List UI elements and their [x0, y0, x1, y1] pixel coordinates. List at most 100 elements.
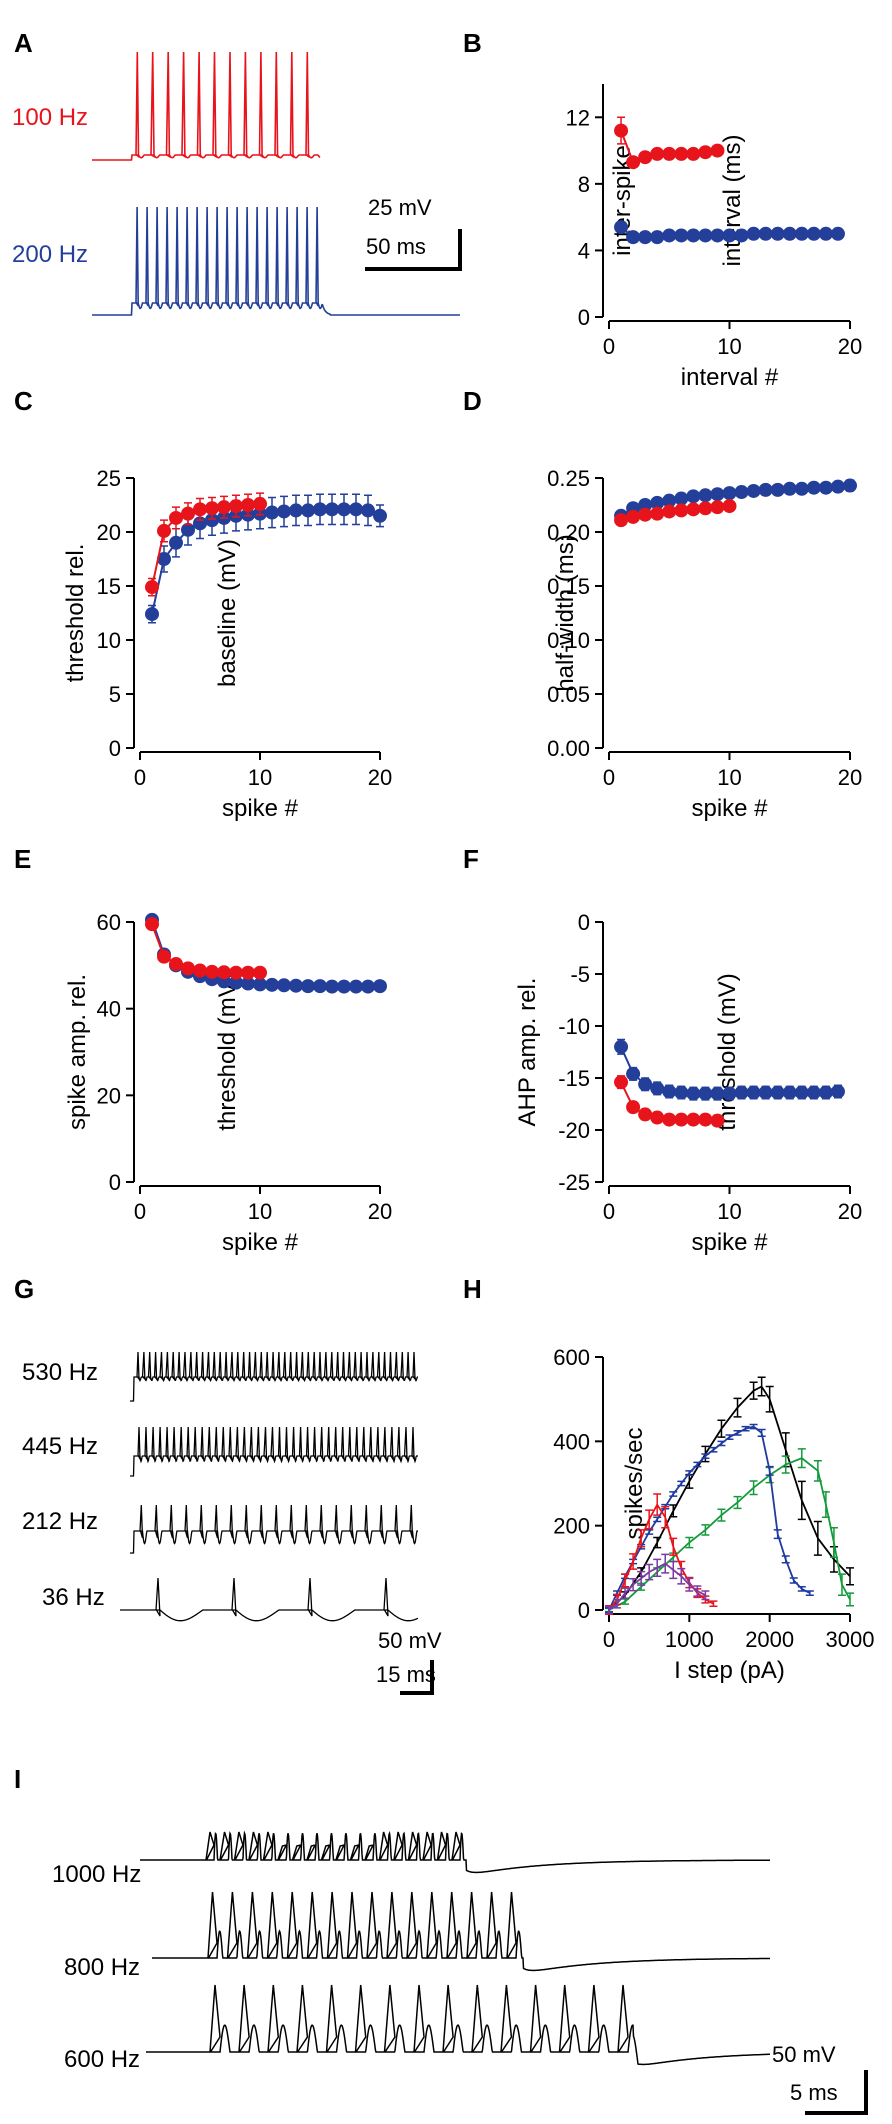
data-point [626, 1100, 641, 1115]
panel-d-label: D [463, 386, 482, 416]
data-point [289, 503, 303, 518]
data-point [686, 502, 701, 517]
axes-B: 0 4 8 12 0 10 20 interval # inter-spike interval … [566, 84, 862, 391]
data-point [794, 226, 809, 241]
y-axis-title: threshold rel. baseline (mV) [62, 539, 241, 687]
error-bar [757, 1428, 766, 1438]
series-D-200-hz [614, 478, 857, 523]
error-bar [669, 1560, 678, 1580]
y-axis-title-line: AHP amp. rel. [514, 978, 541, 1127]
x-tick-label: 3000 [826, 1627, 875, 1652]
data-point [650, 495, 665, 510]
error-bar [765, 1385, 774, 1413]
data-point [241, 965, 255, 980]
y-axis-title-line: threshold (mV) [214, 973, 241, 1130]
data-point [145, 917, 159, 932]
data-point [758, 1085, 773, 1100]
data-point [674, 1112, 689, 1127]
series-line [608, 1502, 714, 1611]
x-tick-label: 2000 [745, 1627, 794, 1652]
panel-f: F 0 -5 -10 -15 -20 -25 0 10 20 spike # AHP amp. re… [463, 844, 862, 1256]
y-axis-title-line: threshold rel. [62, 544, 89, 683]
data-point [638, 1107, 653, 1122]
data-point [289, 978, 303, 993]
data-point [241, 498, 255, 512]
data-point [698, 228, 713, 243]
data-point [626, 509, 641, 524]
data-point [193, 963, 207, 978]
trace-label-100hz: 100 Hz [12, 104, 88, 131]
panel-c: C 0 5 10 15 20 25 0 10 20 spike # threshold rel. ba… [14, 386, 392, 822]
data-point [710, 1113, 725, 1128]
error-bar [789, 1577, 798, 1584]
error-bar [621, 1598, 630, 1605]
error-bar [701, 1524, 710, 1536]
y-tick-label: 0 [578, 1598, 590, 1623]
y-axis-title-line: spikes/sec [621, 1427, 648, 1539]
x-tick-label: 0 [134, 765, 146, 790]
scalebar-i-voltage: 50 mV [772, 2042, 836, 2067]
y-tick-label: -20 [558, 1118, 590, 1143]
data-point [734, 228, 749, 243]
error-bar [661, 1505, 670, 1529]
data-point [361, 979, 375, 994]
axes-D: 0.00 0.05 0.10 0.15 0.20 0.25 0 10 20 spike # half… [547, 466, 862, 822]
y-tick-label: 8 [578, 172, 590, 197]
panel-h-label: H [463, 1274, 482, 1304]
data-point [650, 146, 665, 161]
data-point [157, 523, 171, 538]
x-tick-label: 20 [838, 334, 862, 359]
error-bar [733, 1397, 742, 1418]
y-tick-label: 20 [97, 1083, 121, 1108]
data-point [349, 502, 363, 517]
x-tick-label: 0 [603, 1627, 615, 1652]
data-point [325, 502, 339, 517]
x-tick-label: 20 [838, 765, 862, 790]
data-point [662, 146, 677, 161]
data-point [782, 1085, 797, 1100]
y-tick-label: 12 [566, 105, 590, 130]
data-point [710, 143, 725, 158]
panel-g: G 530 Hz 445 Hz 212 Hz 36 Hz 50 mV 15 ms [14, 1274, 442, 1695]
data-point [674, 228, 689, 243]
data-point [614, 220, 629, 235]
axes-H: 0 200 400 600 0 1000 2000 3000 I step (pA) spikes… [553, 1345, 874, 1684]
data-point [710, 500, 725, 515]
scalebar-g [400, 1660, 434, 1695]
error-bar [725, 1434, 734, 1440]
voltage-trace-445hz [130, 1426, 418, 1477]
data-point [710, 228, 725, 243]
data-point [662, 1112, 677, 1127]
error-bar [813, 1520, 822, 1556]
error-bar [717, 1508, 726, 1522]
panel-h: H 0 200 400 600 0 1000 2000 3000 I step (pA) spik… [463, 1274, 874, 1684]
error-bar [765, 1465, 774, 1476]
series-line [608, 1457, 851, 1611]
data-point [830, 1084, 845, 1099]
data-point [614, 1039, 629, 1054]
scalebar-i [805, 2070, 868, 2115]
axes-F: 0 -5 -10 -15 -20 -25 0 10 20 spike # AHP amp. rel.… [514, 910, 862, 1256]
panel-e-label: E [14, 844, 31, 874]
error-bar [645, 1509, 654, 1530]
y-tick-label: 20 [97, 520, 121, 545]
y-tick-label: 600 [553, 1345, 590, 1370]
error-bar [797, 1480, 806, 1521]
data-point [265, 977, 279, 992]
data-point [253, 965, 267, 980]
trace-label-600hz: 600 Hz [64, 2046, 140, 2073]
error-bar [669, 1537, 678, 1556]
x-tick-label: 10 [717, 1199, 741, 1224]
series-F-100-hz [614, 1075, 725, 1128]
data-point [229, 975, 243, 990]
data-point [770, 226, 785, 241]
error-bar [701, 1590, 710, 1601]
y-tick-label: 10 [97, 628, 121, 653]
data-point [662, 493, 677, 508]
error-bar [677, 1567, 686, 1585]
trace-label-212hz: 212 Hz [22, 1508, 98, 1535]
data-point [710, 1086, 725, 1101]
error-bar [645, 1563, 654, 1581]
x-axis-title: I step (pA) [674, 1657, 785, 1684]
series-E-200-hz [145, 912, 387, 994]
